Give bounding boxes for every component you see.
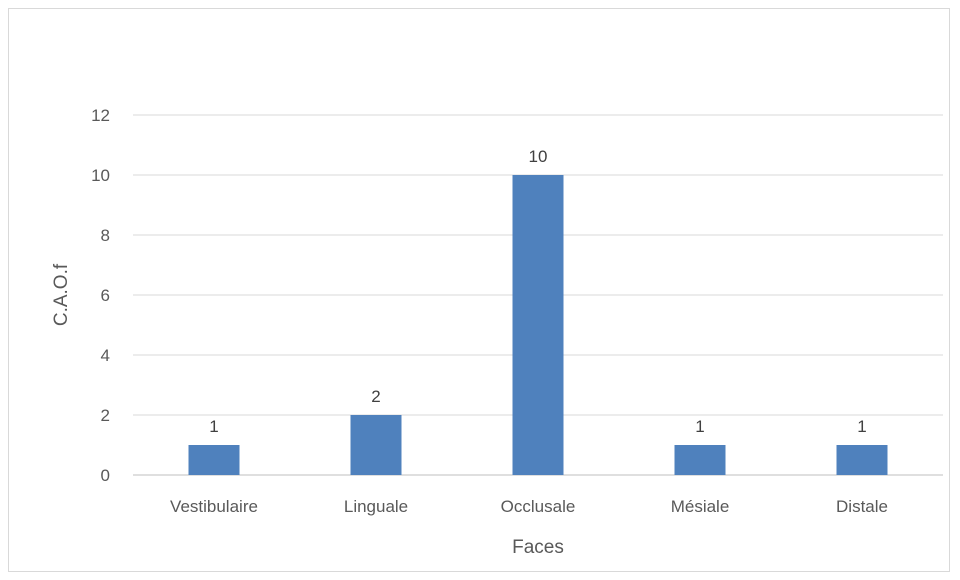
data-labels: 1 2 10 1 1 [209,147,866,436]
data-label: 2 [371,387,380,406]
y-tick-label: 4 [101,346,110,365]
x-tick-label: Occlusale [501,497,576,516]
bar [188,445,240,475]
x-axis-ticks: Vestibulaire Linguale Occlusale Mésiale Dist… [170,497,888,516]
x-tick-label: Vestibulaire [170,497,258,516]
y-tick-label: 8 [101,226,110,245]
x-tick-label: Distale [836,497,888,516]
y-tick-label: 0 [101,466,110,485]
y-axis-title: C.A.O.f [51,263,72,326]
bar [674,445,726,475]
bar [836,445,888,475]
data-label: 10 [529,147,548,166]
y-tick-label: 6 [101,286,110,305]
data-label: 1 [209,417,218,436]
y-tick-label: 10 [91,166,110,185]
bar [350,415,402,475]
data-label: 1 [857,417,866,436]
data-label: 1 [695,417,704,436]
y-tick-label: 2 [101,406,110,425]
x-tick-label: Linguale [344,497,408,516]
y-axis-ticks: 0 2 4 6 8 10 12 [91,106,110,485]
x-tick-label: Mésiale [671,497,730,516]
chart-frame [8,8,950,572]
bar [512,175,564,475]
y-tick-label: 12 [91,106,110,125]
bars [188,175,888,475]
x-axis-title: Faces [512,537,564,558]
